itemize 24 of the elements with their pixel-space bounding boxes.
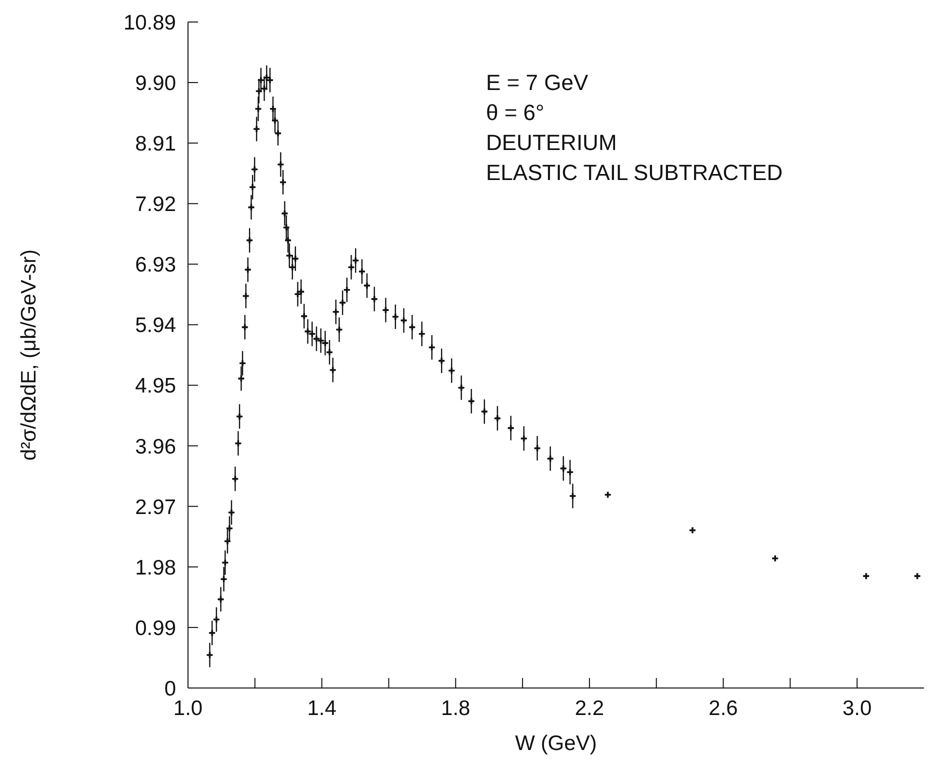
y-tick-label: 1.98 xyxy=(135,556,176,580)
y-tick-label: 0 xyxy=(164,677,176,700)
text: E = 7 GeV xyxy=(486,70,588,95)
text: DEUTERIUM xyxy=(486,130,617,155)
y-tick-label: 3.96 xyxy=(135,435,176,458)
y-tick-label: 10.89 xyxy=(123,11,176,34)
text: ELASTIC TAIL SUBTRACTED xyxy=(486,160,783,185)
y-tick-label: 4.95 xyxy=(135,374,176,398)
y-tick-label: 5.94 xyxy=(135,314,176,338)
y-tick-label: 8.91 xyxy=(135,132,176,156)
y-tick-label: 7.92 xyxy=(135,193,176,216)
x-tick-label: 1.0 xyxy=(173,696,203,720)
x-tick-label: 2.6 xyxy=(708,696,738,720)
y-tick-label: 6.93 xyxy=(135,254,176,277)
text: θ = 6° xyxy=(486,100,544,125)
y-tick-label: 0.99 xyxy=(135,616,176,640)
x-tick-label: 2.2 xyxy=(574,696,604,720)
x-axis-title: W (GeV) xyxy=(515,732,597,755)
x-tick-label: 1.4 xyxy=(307,696,337,720)
x-tick-label: 1.8 xyxy=(441,696,470,720)
x-tick-label: 3.0 xyxy=(842,696,872,720)
y-axis-title: d²σ/dΩdE, (μb/GeV-sr) xyxy=(17,249,40,461)
y-tick-label: 9.90 xyxy=(135,72,176,95)
y-tick-label: 2.97 xyxy=(135,496,176,519)
